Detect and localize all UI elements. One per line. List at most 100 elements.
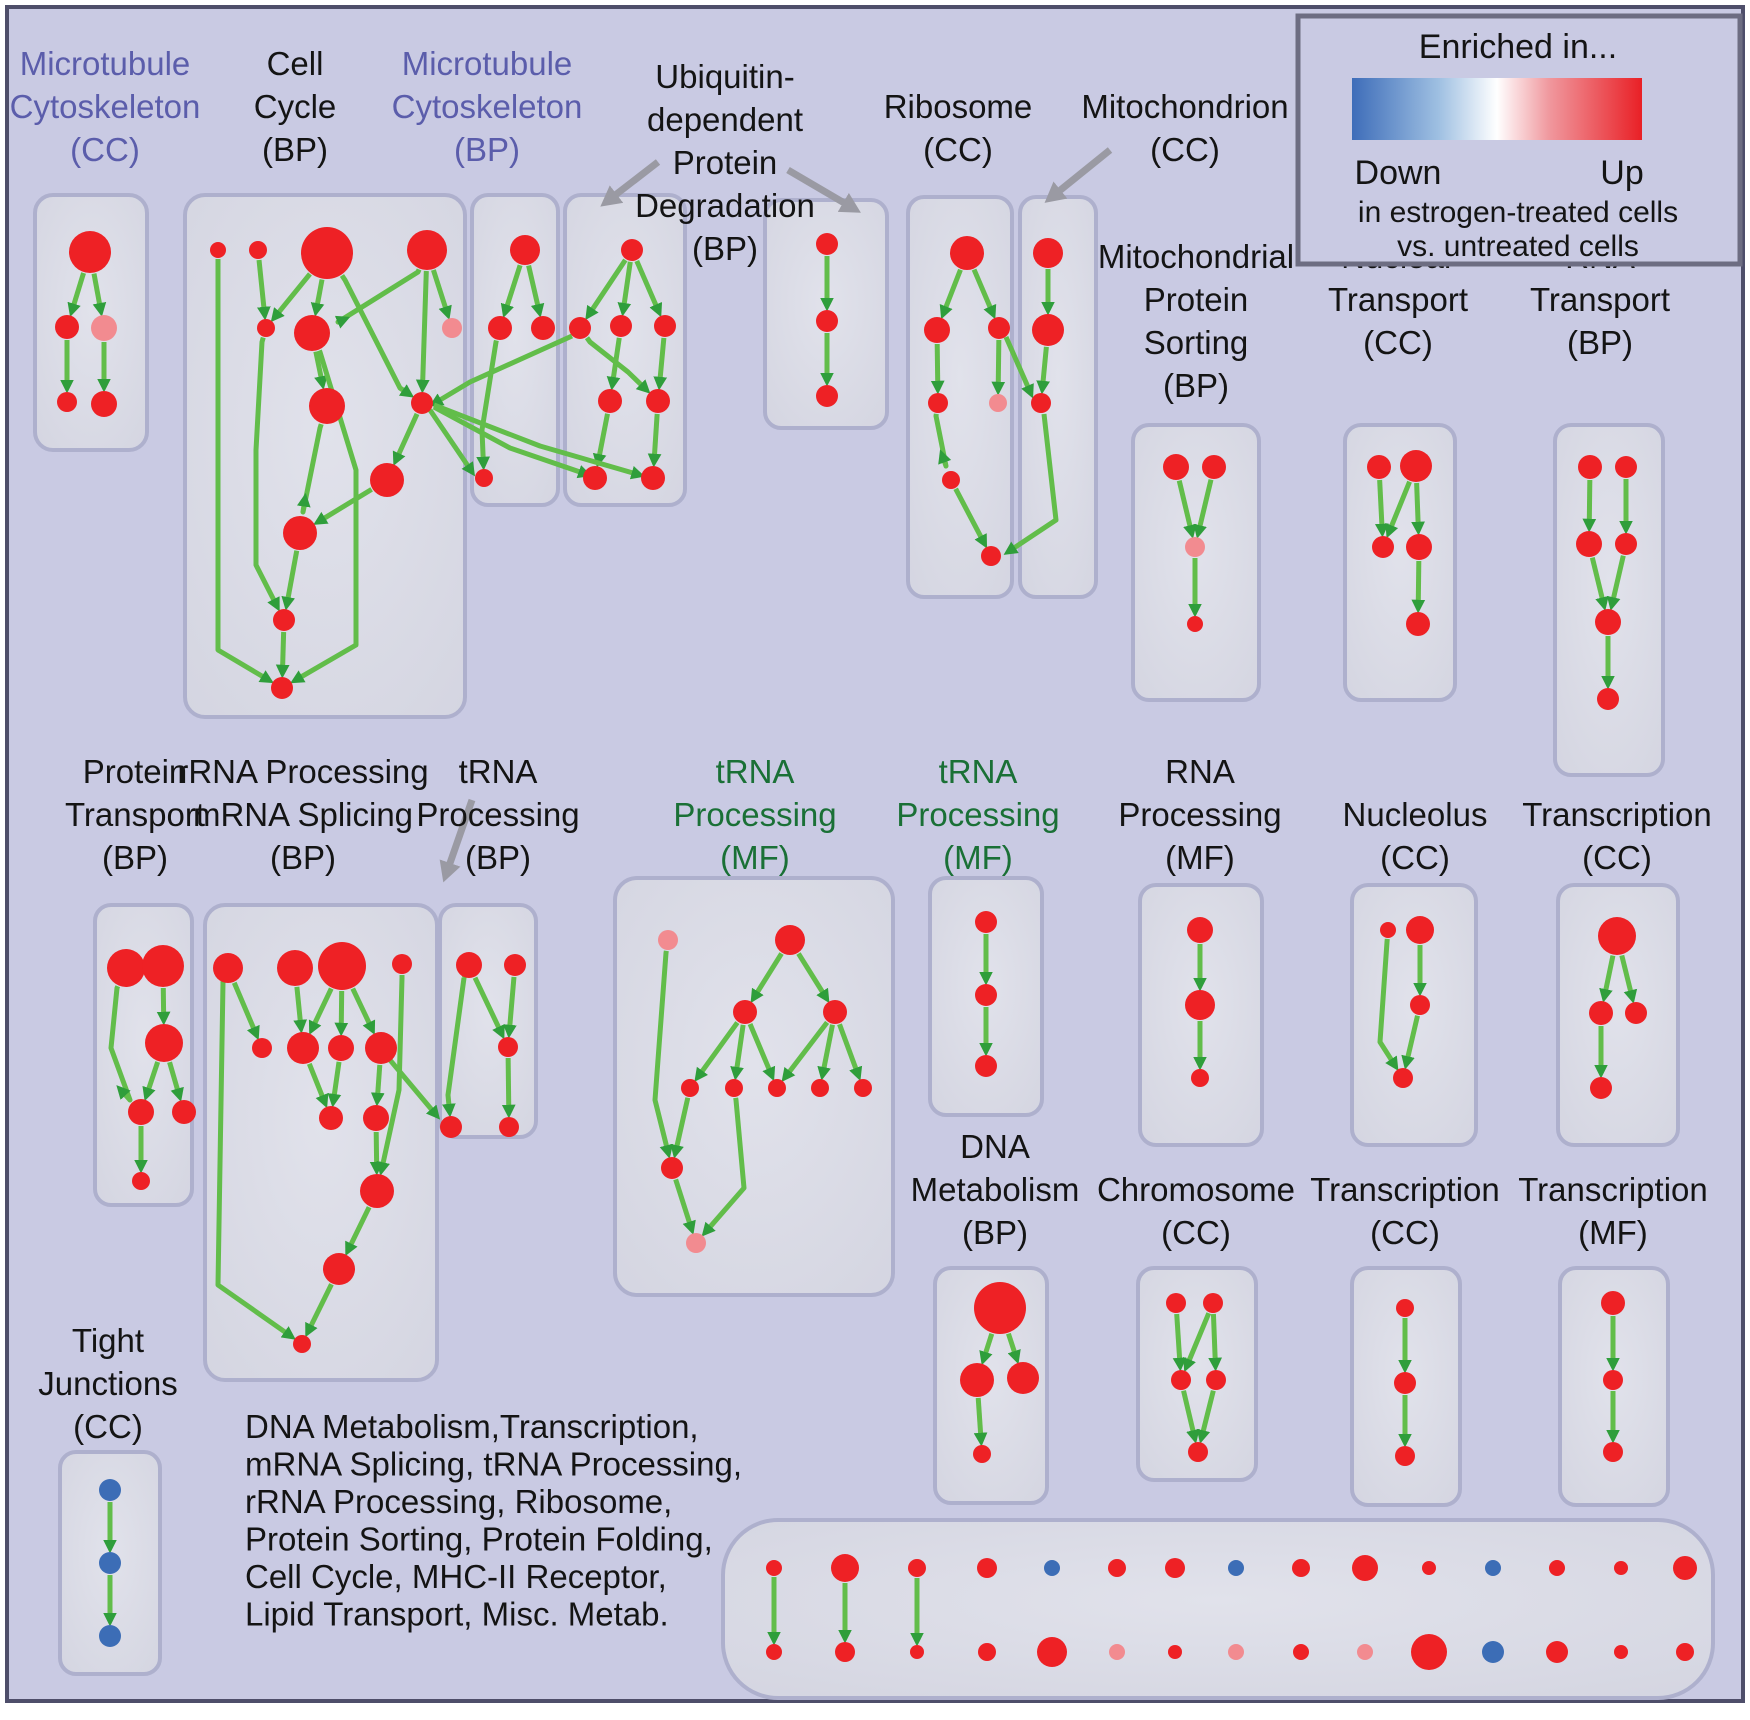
ubiquitin-label-line-3: Degradation bbox=[635, 187, 815, 224]
trna-mf-large-node-r1 bbox=[681, 1079, 699, 1097]
ribosome-edge-a-c bbox=[937, 344, 938, 382]
misc-node-top-12 bbox=[1549, 1560, 1565, 1576]
cell-cycle-node-hub bbox=[411, 392, 433, 414]
misc-node-top-3 bbox=[977, 1558, 997, 1578]
ubi2-node-v1 bbox=[816, 233, 838, 255]
tight-junctions-label-line-2: (CC) bbox=[73, 1408, 143, 1445]
rna-processing-mf-node-a bbox=[1187, 917, 1213, 943]
rna-transport-box bbox=[1555, 425, 1663, 775]
mps-label-line-1: Protein bbox=[1144, 281, 1249, 318]
rrna-mrna-node-t2 bbox=[277, 950, 313, 986]
misc-node-bottom-7 bbox=[1228, 1644, 1244, 1660]
rna-transport-label-line-2: (BP) bbox=[1567, 324, 1633, 361]
nucleolus-node-bg bbox=[1406, 916, 1434, 944]
ubi2-node-v2 bbox=[816, 310, 838, 332]
cell-cycle-node-m1 bbox=[257, 319, 275, 337]
mt-cc-node-c bbox=[91, 315, 117, 341]
rna-transport-node-m1 bbox=[1576, 531, 1602, 557]
chromosome-node-lt bbox=[1166, 1293, 1186, 1313]
misc-node-top-9 bbox=[1352, 1555, 1378, 1581]
transcription-cc-bot-node-b bbox=[1394, 1372, 1416, 1394]
ubi1-edge-e-g bbox=[654, 414, 657, 455]
trna-mf-small-node-s3 bbox=[975, 1055, 997, 1077]
rna-transport-node-t2 bbox=[1615, 456, 1637, 478]
misc-node-bottom-9 bbox=[1357, 1644, 1373, 1660]
dna-metabolism-edge-cl-bt bbox=[978, 1398, 980, 1434]
rrna-mrna-node-b2 bbox=[363, 1105, 389, 1131]
nuclear-transport-edge-rt-rm bbox=[1417, 483, 1418, 523]
transcription-cc-mid-label-line-0: Transcription bbox=[1522, 796, 1712, 833]
nucleolus-node-bt bbox=[1393, 1068, 1413, 1088]
nucleolus-node-md bbox=[1410, 995, 1430, 1015]
ubi2-node-v3 bbox=[816, 385, 838, 407]
misc-node-top-4 bbox=[1044, 1560, 1060, 1576]
trna-bp-label-line-0: tRNA bbox=[459, 753, 538, 790]
legend-title: Enriched in... bbox=[1419, 28, 1617, 66]
transcription-mf-label-line-0: Transcription bbox=[1518, 1171, 1708, 1208]
tight-junctions-label-line-0: Tight bbox=[72, 1322, 144, 1359]
misc-node-top-8 bbox=[1292, 1559, 1310, 1577]
trna-mf-large-node-r3 bbox=[768, 1079, 786, 1097]
mt-bp-node-b bbox=[488, 316, 512, 340]
cell-cycle-node-t1 bbox=[210, 242, 226, 258]
misc-node-bottom-4 bbox=[1037, 1637, 1067, 1667]
misc-cluster-text-line-0: DNA Metabolism,Transcription, bbox=[245, 1408, 699, 1445]
nucleolus-node-sm bbox=[1380, 922, 1396, 938]
trna-mf-large-node-L bbox=[661, 1157, 683, 1179]
misc-node-top-13 bbox=[1614, 1561, 1628, 1575]
rrna-mrna-node-b1 bbox=[319, 1106, 343, 1130]
trna-mf-large-node-M2 bbox=[823, 1000, 847, 1024]
chromosome-node-b bbox=[1188, 1442, 1208, 1462]
rrna-mrna-node-c3 bbox=[293, 1335, 311, 1353]
chromosome-edge-rt-rm bbox=[1213, 1314, 1215, 1359]
nuclear-transport-edge-rm-b bbox=[1418, 561, 1419, 601]
nuclear-transport-label-line-1: Transport bbox=[1328, 281, 1468, 318]
trna-mf-large-node-r4 bbox=[811, 1079, 829, 1097]
mps-node-lt bbox=[1163, 454, 1189, 480]
cell-cycle-node-b2 bbox=[271, 677, 293, 699]
trna-mf-small-label-line-0: tRNA bbox=[939, 753, 1018, 790]
cell-cycle-node-b1 bbox=[273, 609, 295, 631]
transcription-mf-label-line-1: (MF) bbox=[1578, 1214, 1648, 1251]
protein-transport-label-line-2: (BP) bbox=[102, 839, 168, 876]
rrna-mrna-node-m3 bbox=[328, 1035, 354, 1061]
protein-transport-label-line-1: Transport bbox=[65, 796, 205, 833]
rrna-mrna-edge-m4-b2 bbox=[378, 1065, 380, 1094]
misc-node-bottom-0 bbox=[766, 1644, 782, 1660]
mps-label-line-2: Sorting bbox=[1144, 324, 1249, 361]
cell-cycle-node-m5 bbox=[283, 516, 317, 550]
rna-processing-mf-node-c bbox=[1191, 1069, 1209, 1087]
misc-node-top-0 bbox=[766, 1560, 782, 1576]
rna-transport-node-c bbox=[1595, 609, 1621, 635]
rrna-mrna-edge-t2-m2 bbox=[297, 987, 300, 1021]
rrna-mrna-node-t4 bbox=[392, 954, 412, 974]
mt-bp-label-line-1: Cytoskeleton bbox=[392, 88, 583, 125]
rrna-mrna-label-line-0: rRNA Processing bbox=[177, 753, 428, 790]
trna-mf-large-node-r5 bbox=[854, 1079, 872, 1097]
transcription-cc-mid-node-b bbox=[1590, 1077, 1612, 1099]
rna-transport-node-t1 bbox=[1578, 455, 1602, 479]
trna-bp-node-b2 bbox=[499, 1117, 519, 1137]
dna-metabolism-node-cr bbox=[1007, 1362, 1039, 1394]
trna-mf-small-node-s2 bbox=[975, 984, 997, 1006]
mt-cc-label-line-1: Cytoskeleton bbox=[10, 88, 201, 125]
cell-cycle-label-line-0: Cell bbox=[267, 45, 324, 82]
rrna-mrna-node-c2 bbox=[323, 1253, 355, 1285]
misc-node-top-11 bbox=[1485, 1560, 1501, 1576]
protein-transport-node-p5 bbox=[172, 1100, 196, 1124]
ribosome-node-d bbox=[989, 394, 1007, 412]
rrna-mrna-node-t3 bbox=[318, 942, 366, 990]
misc-node-bottom-1 bbox=[835, 1642, 855, 1662]
misc-node-bottom-2 bbox=[910, 1645, 924, 1659]
ribosome-node-e bbox=[942, 471, 960, 489]
ubi1-node-e bbox=[646, 389, 670, 413]
nuclear-transport-box bbox=[1345, 425, 1455, 700]
ubiquitin-label-line-4: (BP) bbox=[692, 230, 758, 267]
transcription-cc-bot-node-c bbox=[1395, 1446, 1415, 1466]
trna-bp-node-m bbox=[498, 1037, 518, 1057]
mps-label-line-0: Mitochondrial bbox=[1098, 238, 1294, 275]
chromosome-node-rt bbox=[1203, 1293, 1223, 1313]
ribosome-node-t bbox=[950, 236, 984, 270]
misc-node-bottom-10 bbox=[1411, 1634, 1447, 1670]
